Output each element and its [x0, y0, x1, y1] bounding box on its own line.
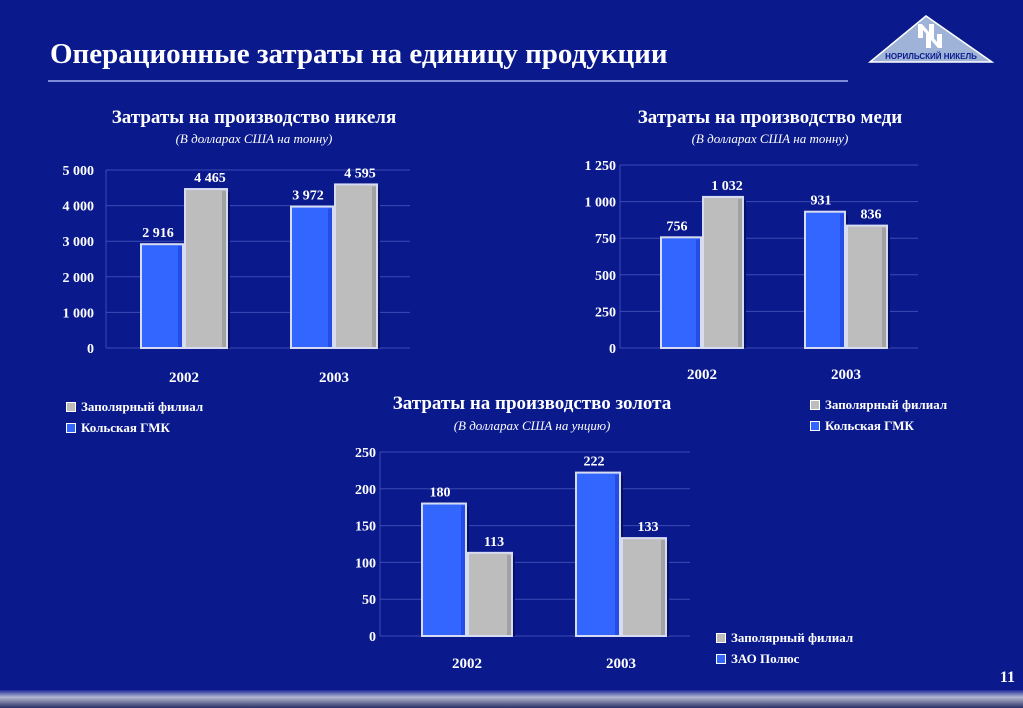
y-tick-label: 1 000	[63, 306, 95, 321]
legend-gold: Заполярный филиал ЗАО Полюс	[716, 627, 853, 669]
copper-cost-chart: 0 250 500 750 1 000 1 250 756 1 032 2002 931 836 20…	[585, 159, 918, 383]
data-label: 3 972	[292, 189, 324, 204]
bar	[575, 471, 621, 637]
y-tick-label: 0	[87, 342, 94, 357]
chart-subtitle-copper: (В долларах США на тонну)	[691, 131, 849, 146]
y-tick-label: 0	[369, 630, 376, 645]
y-tick-label: 250	[355, 446, 376, 461]
y-tick-label: 3 000	[63, 235, 95, 250]
data-label: 4 595	[344, 166, 376, 181]
y-tick-label: 500	[595, 269, 616, 284]
x-tick-label: 2003	[606, 656, 636, 672]
legend-item: Кольская ГМК	[66, 417, 203, 438]
data-label: 836	[861, 208, 882, 223]
bar-edge	[840, 213, 844, 347]
legend-item: Заполярный филиал	[810, 394, 947, 415]
data-label: 1 032	[711, 179, 743, 194]
chart-subtitle-nickel: (В долларах США на тонну)	[175, 131, 333, 146]
y-tick-label: 4 000	[63, 200, 95, 215]
bar	[184, 188, 228, 349]
page-title: Операционные затраты на единицу продукци…	[50, 38, 668, 70]
page-number: 11	[999, 669, 1015, 686]
title-divider	[48, 80, 848, 82]
legend-item: ЗАО Полюс	[716, 648, 853, 669]
bar-edge	[222, 191, 226, 347]
legend-swatch-blue	[810, 420, 820, 431]
legend-label: Кольская ГМК	[825, 417, 914, 433]
y-tick-label: 5 000	[63, 164, 95, 179]
gold-cost-chart: 0 50 100 150 200 250 180 113 2002 222 133 2003	[355, 446, 690, 672]
chart-subtitle-gold: (В долларах США на унцию)	[453, 418, 611, 433]
data-label: 113	[484, 535, 504, 550]
y-tick-label: 250	[595, 305, 616, 320]
nickel-cost-chart: 0 1 000 2 000 3 000 4 000 5 000 2 916 4 465 2002…	[63, 164, 410, 386]
footer-band	[0, 690, 1023, 708]
bar-edge	[178, 246, 182, 347]
y-tick-label: 100	[355, 556, 376, 571]
legend-label: ЗАО Полюс	[731, 650, 800, 666]
bar	[804, 210, 846, 349]
bar	[334, 183, 378, 349]
bar	[421, 502, 467, 637]
legend-nickel: Заполярный филиал Кольская ГМК	[66, 396, 203, 438]
bar-edge	[507, 554, 511, 635]
legend-swatch-gray	[810, 399, 820, 410]
bar-edge	[738, 198, 742, 347]
data-label: 756	[667, 219, 688, 234]
bar	[846, 224, 888, 349]
bar	[290, 205, 334, 349]
bar	[702, 195, 744, 349]
legend-label: Заполярный филиал	[81, 398, 204, 414]
x-tick-label: 2003	[831, 367, 861, 383]
legend-swatch-blue	[66, 422, 76, 433]
legend-copper: Заполярный филиал Кольская ГМК	[810, 394, 947, 436]
bar-edge	[328, 208, 332, 347]
data-label: 133	[638, 520, 659, 535]
y-tick-label: 150	[355, 520, 376, 535]
legend-swatch-gray	[66, 401, 76, 412]
legend-swatch-gray	[716, 632, 726, 643]
bar-edge	[661, 540, 665, 635]
x-tick-label: 2002	[687, 367, 717, 383]
legend-label: Кольская ГМК	[81, 419, 170, 435]
company-logo: НОРИЛЬСКИЙ НИКЕЛЬ	[867, 15, 995, 63]
legend-item: Кольская ГМК	[810, 415, 947, 436]
bar	[140, 243, 184, 349]
legend-swatch-blue	[716, 653, 726, 664]
y-tick-label: 750	[595, 232, 616, 247]
y-tick-label: 50	[362, 593, 376, 608]
y-tick-label: 1 000	[585, 196, 617, 211]
x-tick-label: 2002	[452, 656, 482, 672]
data-label: 180	[430, 486, 451, 501]
y-tick-label: 200	[355, 483, 376, 498]
chart-title-gold: Затраты на производство золота	[392, 393, 672, 414]
bar-edge	[372, 186, 376, 347]
y-tick-label: 0	[609, 342, 616, 357]
bar-edge	[461, 505, 465, 635]
bar-edge	[696, 239, 700, 347]
data-label: 222	[584, 455, 605, 470]
bar	[467, 551, 513, 637]
logo-text: НОРИЛЬСКИЙ НИКЕЛЬ	[885, 52, 977, 61]
legend-item: Заполярный филиал	[716, 627, 853, 648]
legend-item: Заполярный филиал	[66, 396, 203, 417]
bar-edge	[882, 227, 886, 347]
x-tick-label: 2002	[169, 370, 199, 386]
bar	[660, 236, 702, 349]
legend-label: Заполярный филиал	[731, 629, 854, 645]
bar-edge	[615, 474, 619, 635]
data-label: 4 465	[194, 171, 226, 186]
y-tick-label: 2 000	[63, 271, 95, 286]
y-tick-label: 1 250	[585, 159, 617, 174]
chart-title-nickel: Затраты на производство никеля	[111, 107, 397, 128]
legend-label: Заполярный филиал	[825, 396, 948, 412]
chart-title-copper: Затраты на производство меди	[637, 107, 903, 128]
data-label: 931	[811, 194, 832, 209]
bar	[621, 537, 667, 637]
data-label: 2 916	[142, 226, 174, 241]
x-tick-label: 2003	[319, 370, 349, 386]
